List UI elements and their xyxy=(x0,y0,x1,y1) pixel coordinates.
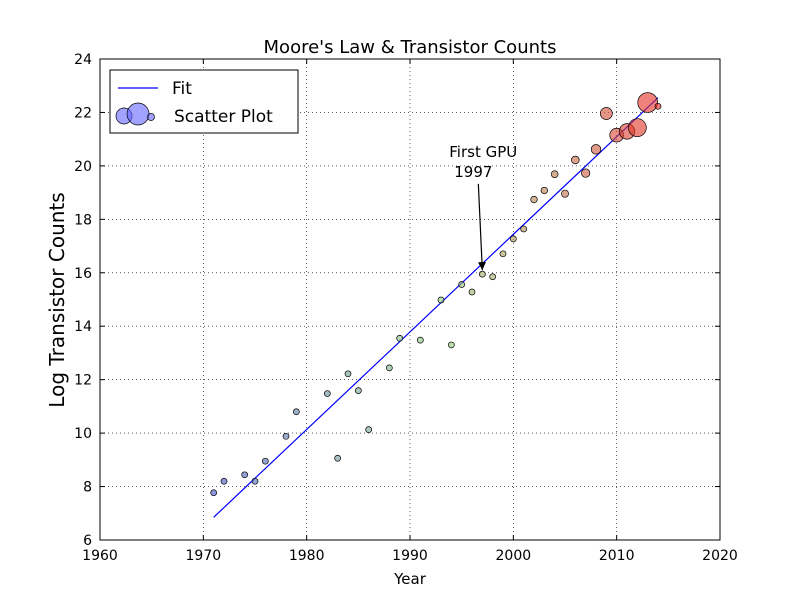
scatter-point xyxy=(571,155,580,165)
scatter-point xyxy=(561,189,569,198)
y-tick-label: 12 xyxy=(74,373,92,389)
axis-ticks: 1960 1970 1980 1990 2000 2010 2020 6 8 10 12 14 16 18… xyxy=(74,52,738,564)
scatter-point xyxy=(251,477,259,485)
scatter-point xyxy=(520,225,528,233)
scatter-point xyxy=(627,118,647,138)
fit-line xyxy=(213,97,659,518)
legend-scatter-swatch-tiny xyxy=(147,113,155,121)
scatter-point xyxy=(334,454,342,462)
x-tick-label: 1960 xyxy=(82,548,118,564)
scatter-point xyxy=(210,489,218,497)
annotation-text-line1: First GPU xyxy=(449,143,517,161)
x-tick-label: 2020 xyxy=(702,548,738,564)
scatter-points xyxy=(210,92,662,497)
scatter-point xyxy=(220,477,228,485)
scatter-point xyxy=(550,170,559,178)
legend: Fit Scatter Plot xyxy=(109,69,299,134)
scatter-point xyxy=(540,186,548,195)
scatter-point xyxy=(323,390,331,397)
scatter-point xyxy=(261,457,269,465)
scatter-point xyxy=(599,107,613,120)
x-tick-label: 1990 xyxy=(392,548,428,564)
scatter-point xyxy=(530,195,538,204)
scatter-point xyxy=(637,92,658,113)
legend-scatter-label: Scatter Plot xyxy=(174,107,273,127)
legend-scatter-swatch-large xyxy=(126,102,150,126)
scatter-point xyxy=(458,281,466,288)
scatter-point xyxy=(499,250,507,258)
y-tick-label: 18 xyxy=(74,212,92,228)
y-tick-label: 20 xyxy=(74,159,92,175)
grid xyxy=(100,59,720,540)
annotation-text-line2: 1997 xyxy=(454,163,492,181)
scatter-point xyxy=(489,273,497,281)
scatter-point xyxy=(478,270,486,278)
scatter-point xyxy=(292,408,300,416)
scatter-point xyxy=(282,432,290,440)
scatter-point xyxy=(581,168,591,178)
scatter-point xyxy=(590,144,602,155)
y-tick-label: 16 xyxy=(74,266,92,282)
scatter-point xyxy=(447,341,455,349)
annotation-arrow xyxy=(477,183,486,271)
y-tick-label: 14 xyxy=(74,319,92,335)
y-tick-label: 22 xyxy=(74,105,92,121)
scatter-point xyxy=(385,364,393,372)
scatter-point xyxy=(509,235,517,243)
y-tick-label: 8 xyxy=(83,480,92,496)
scatter-point xyxy=(365,426,373,433)
y-axis-label: Log Transistor Counts xyxy=(45,192,69,407)
scatter-point xyxy=(416,336,424,344)
scatter-point xyxy=(437,296,445,304)
scatter-point xyxy=(654,102,662,110)
chart-title: Moore's Law & Transistor Counts xyxy=(264,37,557,58)
y-tick-label: 24 xyxy=(74,52,92,68)
scatter-point xyxy=(344,370,352,378)
scatter-point xyxy=(241,471,249,479)
scatter-point xyxy=(354,387,362,394)
x-tick-label: 2000 xyxy=(496,548,532,564)
legend-fit-label: Fit xyxy=(172,79,192,99)
x-tick-label: 2010 xyxy=(599,548,635,564)
y-tick-label: 10 xyxy=(74,426,92,442)
first-gpu-annotation: First GPU 1997 xyxy=(449,143,517,271)
y-tick-label: 6 xyxy=(83,533,92,549)
x-axis-label: Year xyxy=(393,570,427,588)
scatter-point xyxy=(396,334,404,342)
fit-line-group xyxy=(213,97,659,518)
x-tick-label: 1980 xyxy=(289,548,325,564)
scatter-point xyxy=(468,288,476,296)
x-tick-label: 1970 xyxy=(186,548,222,564)
